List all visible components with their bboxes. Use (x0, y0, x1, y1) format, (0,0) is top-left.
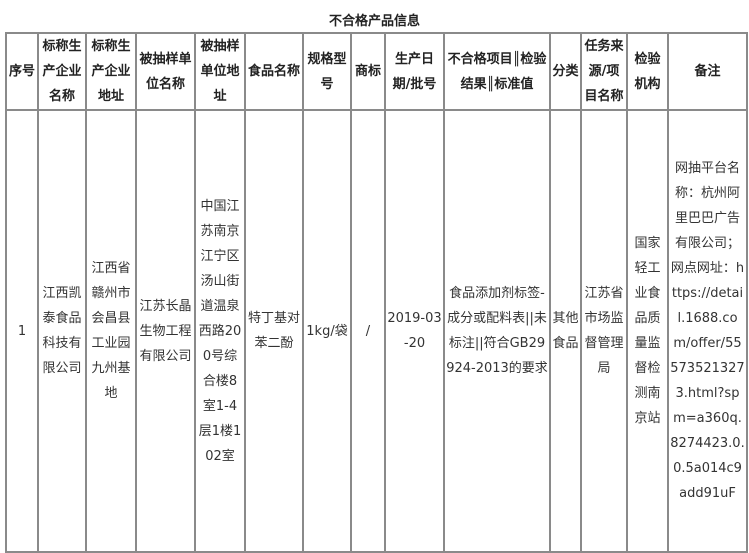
col-header-production-date: 生产日期/批号 (384, 32, 445, 111)
cell-producer-address: 江西省赣州市会昌县工业园九州基地 (85, 109, 137, 553)
cell-index: 1 (5, 109, 39, 553)
cell-remarks: 网抽平台名称：杭州阿里巴巴广告有限公司；网点网址：https://detail.… (667, 109, 748, 553)
header-row: 序号 标称生产企业名称 标称生产企业地址 被抽样单位名称 被抽样单位地址 食品名… (5, 32, 748, 111)
cell-producer-name: 江西凯泰食品科技有限公司 (37, 109, 87, 553)
cell-inspection-agency: 国家轻工业食品质量监督检测南京站 (626, 109, 669, 553)
col-header-category: 分类 (549, 32, 582, 111)
col-header-sampled-unit-name: 被抽样单位名称 (135, 32, 196, 111)
col-header-producer-name: 标称生产企业名称 (37, 32, 87, 111)
unqualified-products-table: 序号 标称生产企业名称 标称生产企业地址 被抽样单位名称 被抽样单位地址 食品名… (5, 32, 748, 553)
col-header-failed-item: 不合格项目║检验结果║标准值 (443, 32, 551, 111)
cell-failed-item: 食品添加剂标签-成分或配料表||未标注||符合GB29924-2013的要求 (443, 109, 551, 553)
col-header-food-name: 食品名称 (244, 32, 304, 111)
col-header-task-source: 任务来源/项目名称 (580, 32, 628, 111)
cell-production-date: 2019-03-20 (384, 109, 445, 553)
col-header-trademark: 商标 (350, 32, 386, 111)
cell-sampled-unit-address: 中国江苏南京江宁区汤山街道温泉西路200号综合楼8室1-4层1楼102室 (194, 109, 246, 553)
table-row: 1 江西凯泰食品科技有限公司 江西省赣州市会昌县工业园九州基地 江苏长晶生物工程… (5, 109, 748, 553)
col-header-spec: 规格型号 (302, 32, 352, 111)
table-title: 不合格产品信息 (328, 14, 420, 29)
col-header-index: 序号 (5, 32, 39, 111)
cell-food-name: 特丁基对苯二酚 (244, 109, 304, 553)
cell-category: 其他食品 (549, 109, 582, 553)
col-header-remarks: 备注 (667, 32, 748, 111)
cell-trademark: / (350, 109, 386, 553)
cell-sampled-unit-name: 江苏长晶生物工程有限公司 (135, 109, 196, 553)
col-header-producer-address: 标称生产企业地址 (85, 32, 137, 111)
col-header-sampled-unit-address: 被抽样单位地址 (194, 32, 246, 111)
cell-task-source: 江苏省市场监督管理局 (580, 109, 628, 553)
cell-spec: 1kg/袋 (302, 109, 352, 553)
col-header-inspection-agency: 检验机构 (626, 32, 669, 111)
